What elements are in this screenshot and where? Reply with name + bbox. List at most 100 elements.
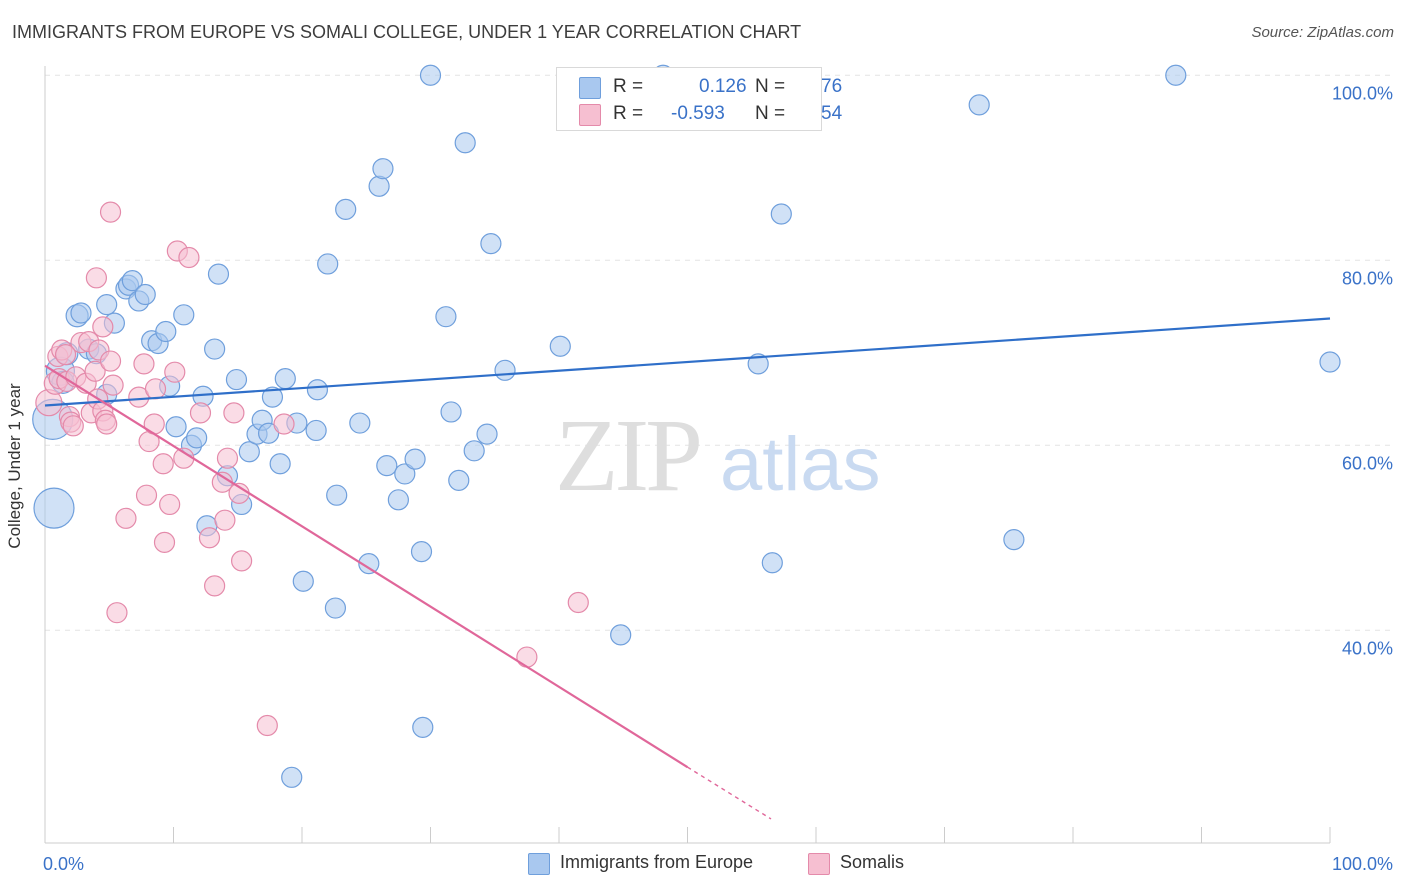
data-point-europe: [261, 386, 284, 408]
correlation-legend: R = 0.126 N = 76 R = -0.593 N = 54: [556, 67, 842, 131]
legend-n-value-somalis: 54: [821, 103, 843, 124]
data-point-europe: [305, 419, 327, 442]
trend-line-somalis: [44, 364, 689, 769]
legend-swatch-europe: [579, 77, 601, 99]
data-point-somalis: [256, 714, 278, 737]
data-point-somalis: [99, 201, 122, 223]
data-point-europe: [463, 440, 485, 462]
data-point-europe: [1319, 351, 1341, 373]
data-point-somalis: [567, 591, 589, 614]
data-point-europe: [419, 64, 442, 86]
data-point-somalis: [153, 531, 176, 553]
data-point-europe: [454, 132, 476, 154]
data-point-europe: [238, 441, 260, 463]
data-point-europe: [358, 553, 380, 575]
data-point-europe: [349, 412, 371, 434]
data-point-somalis: [223, 402, 245, 424]
x-tick-label: 100.0%: [1332, 854, 1393, 874]
data-point-europe: [326, 484, 348, 506]
data-point-somalis: [128, 386, 150, 408]
data-point-europe: [134, 283, 156, 306]
data-point-europe: [165, 416, 187, 438]
y-axis-title: College, Under 1 year: [5, 383, 24, 549]
data-point-europe: [186, 427, 208, 449]
data-point-somalis: [135, 484, 158, 506]
data-point-somalis: [54, 344, 77, 366]
data-point-somalis: [85, 267, 108, 289]
data-point-somalis: [133, 353, 155, 375]
data-point-europe: [1003, 528, 1025, 551]
data-point-somalis: [143, 413, 165, 435]
data-point-europe: [480, 233, 502, 255]
data-point-europe: [394, 463, 416, 485]
data-point-europe: [368, 175, 390, 197]
data-point-somalis: [92, 316, 114, 338]
legend-n-value-europe: 76: [821, 76, 843, 97]
data-point-europe: [761, 552, 783, 574]
data-point-europe: [747, 353, 769, 375]
data-point-somalis: [152, 453, 174, 475]
data-point-somalis: [106, 602, 128, 624]
trend-line-europe: [44, 317, 1331, 407]
trend-lines: [44, 317, 1331, 820]
data-point-somalis: [204, 575, 226, 597]
tick-labels: 100.0% 80.0% 60.0% 40.0% 0.0% 100.0%: [43, 83, 1393, 874]
data-point-somalis: [216, 447, 239, 469]
data-point-europe: [372, 158, 394, 180]
bottom-legend-swatch-somalis: [808, 853, 830, 875]
data-point-somalis: [198, 527, 221, 549]
legend-swatch-somalis: [579, 104, 601, 126]
data-point-somalis: [102, 374, 124, 396]
data-point-europe: [412, 716, 434, 738]
data-point-europe: [440, 401, 462, 423]
data-point-europe: [968, 94, 990, 116]
data-point-europe: [1165, 64, 1187, 86]
data-point-europe: [410, 541, 433, 563]
data-point-europe: [274, 368, 296, 390]
watermark-atlas: atlas: [720, 422, 881, 507]
data-point-europe: [494, 359, 516, 381]
bottom-legend-label-europe: Immigrants from Europe: [560, 852, 754, 872]
data-point-europe: [435, 306, 457, 328]
data-point-europe: [292, 570, 314, 592]
data-point-europe: [335, 198, 357, 220]
data-point-somalis: [214, 509, 236, 531]
source-label: Source: ZipAtlas.com: [1251, 24, 1394, 41]
data-point-europe: [317, 253, 339, 275]
data-point-somalis: [516, 646, 538, 668]
legend-r-label: R =: [613, 76, 644, 97]
bottom-legend-swatch-europe: [528, 853, 550, 875]
data-point-europe: [207, 263, 230, 285]
bottom-legend-label-somalis: Somalis: [840, 852, 905, 872]
data-point-europe: [173, 304, 195, 326]
trend-line-extension-somalis: [687, 766, 772, 820]
data-point-europe: [448, 469, 470, 491]
axes: [44, 66, 1331, 844]
data-point-somalis: [115, 507, 137, 529]
data-point-somalis: [159, 493, 181, 516]
data-point-europe: [476, 423, 498, 445]
data-point-somalis: [178, 246, 200, 269]
data-point-europe: [155, 320, 177, 343]
data-point-somalis: [62, 415, 84, 437]
legend-n-label: N =: [755, 103, 786, 124]
data-point-somalis: [99, 350, 122, 372]
data-point-europe: [96, 294, 118, 316]
y-tick-label: 100.0%: [1332, 83, 1393, 103]
data-point-somalis: [273, 413, 295, 435]
chart-title: IMMIGRANTS FROM EUROPE VS SOMALI COLLEGE…: [12, 22, 802, 42]
data-point-europe: [269, 453, 291, 475]
data-point-europe: [387, 489, 409, 511]
data-point-europe: [376, 455, 398, 477]
y-tick-label: 80.0%: [1342, 268, 1393, 288]
legend-r-label: R =: [613, 103, 644, 124]
data-point-europe: [770, 203, 792, 225]
data-point-europe: [121, 270, 143, 292]
y-tick-label: 40.0%: [1342, 638, 1393, 658]
legend-r-value-europe: 0.126: [699, 76, 747, 97]
data-point-europe: [404, 448, 426, 470]
data-point-europe: [281, 766, 303, 788]
data-point-somalis: [84, 360, 106, 382]
legend-r-value-somalis: -0.593: [671, 103, 725, 124]
